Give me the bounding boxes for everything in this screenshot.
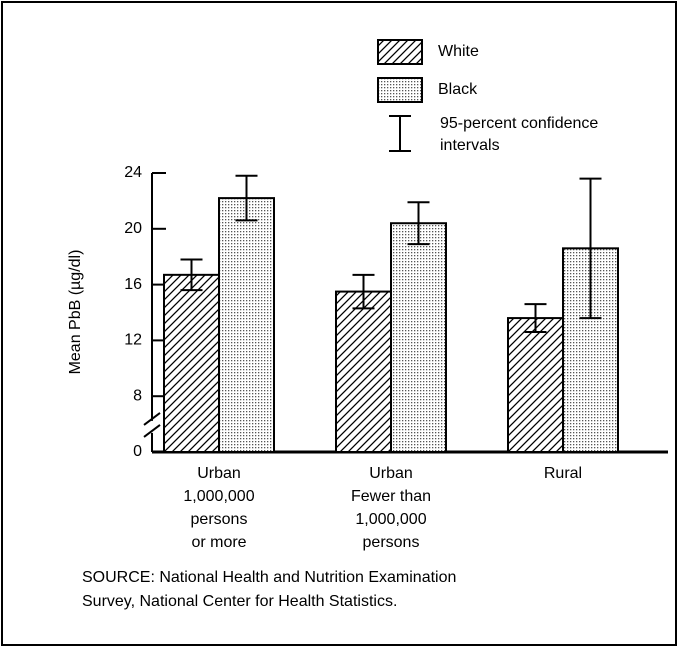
bar bbox=[390, 222, 447, 453]
legend-swatch bbox=[377, 39, 423, 65]
x-tick-label: Fewer than bbox=[351, 488, 431, 505]
bar bbox=[335, 290, 392, 454]
x-tick-label: 1,000,000 bbox=[183, 488, 254, 505]
legend-swatch bbox=[377, 77, 423, 103]
axis-break bbox=[143, 424, 161, 438]
y-tick-label: 24 bbox=[124, 164, 142, 181]
y-axis-label: Mean PbB (µg/dl) bbox=[67, 250, 84, 375]
x-tick-label: Urban bbox=[197, 465, 241, 482]
x-tick-label: or more bbox=[191, 534, 246, 551]
legend-label: intervals bbox=[440, 137, 500, 154]
bar bbox=[507, 317, 564, 453]
legend-label: Black bbox=[438, 81, 478, 98]
y-tick-label: 20 bbox=[124, 220, 142, 237]
bar bbox=[218, 197, 275, 453]
axis-break bbox=[143, 412, 161, 426]
x-tick-label: persons bbox=[191, 511, 248, 528]
x-tick-label: persons bbox=[363, 534, 420, 551]
y-tick-label: 0 bbox=[133, 443, 142, 460]
source-note: SOURCE: National Health and Nutrition Ex… bbox=[82, 569, 456, 586]
legend-label: 95-percent confidence bbox=[440, 115, 598, 132]
legend-label: White bbox=[438, 43, 479, 60]
y-tick-label: 12 bbox=[124, 332, 142, 349]
bar bbox=[163, 273, 220, 453]
y-tick-label: 16 bbox=[124, 276, 142, 293]
x-tick-label: 1,000,000 bbox=[355, 511, 426, 528]
x-tick-label: Rural bbox=[544, 465, 582, 482]
y-tick-label: 8 bbox=[133, 387, 142, 404]
x-tick-label: Urban bbox=[369, 465, 413, 482]
source-note: Survey, National Center for Health Stati… bbox=[82, 593, 397, 610]
